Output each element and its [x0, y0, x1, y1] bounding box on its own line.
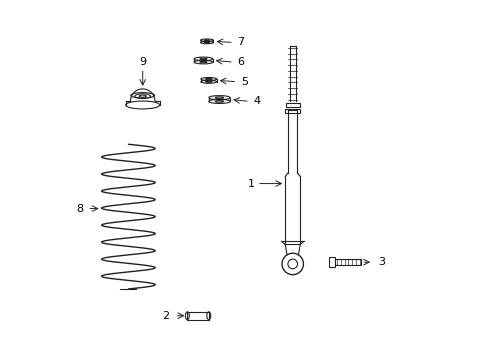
Text: 2: 2: [162, 311, 169, 321]
Bar: [328, 257, 335, 267]
Text: 3: 3: [378, 257, 385, 267]
Text: 8: 8: [77, 203, 83, 213]
Bar: [285, 103, 299, 107]
Text: 9: 9: [139, 58, 146, 67]
Text: 7: 7: [237, 37, 244, 48]
Text: 1: 1: [248, 179, 255, 189]
Bar: [335, 259, 360, 265]
Text: 4: 4: [253, 96, 260, 107]
Bar: [285, 109, 300, 113]
Text: 6: 6: [237, 57, 244, 67]
Bar: [187, 312, 208, 320]
Text: 5: 5: [241, 77, 247, 87]
